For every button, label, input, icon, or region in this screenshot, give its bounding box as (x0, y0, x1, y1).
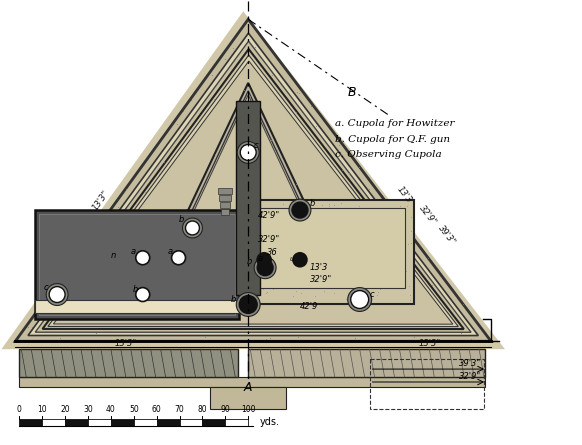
FancyBboxPatch shape (36, 210, 239, 320)
Text: 39'3": 39'3" (437, 223, 457, 247)
Circle shape (254, 257, 276, 279)
Text: 42'9: 42'9 (300, 302, 318, 311)
FancyBboxPatch shape (39, 214, 235, 316)
Circle shape (347, 287, 372, 312)
Text: a: a (131, 247, 136, 256)
FancyBboxPatch shape (221, 202, 230, 208)
FancyBboxPatch shape (179, 419, 203, 426)
Text: c: c (43, 283, 48, 291)
FancyBboxPatch shape (236, 101, 260, 295)
Text: 32'9": 32'9" (417, 203, 438, 227)
Circle shape (292, 202, 308, 218)
FancyBboxPatch shape (19, 419, 42, 426)
Text: 13'3: 13'3 (395, 185, 414, 205)
Text: b. Cupola for Q.F. gun: b. Cupola for Q.F. gun (335, 134, 450, 144)
Text: b: b (133, 284, 138, 294)
Text: 13'3: 13'3 (310, 263, 328, 272)
FancyBboxPatch shape (225, 419, 248, 426)
Polygon shape (54, 61, 453, 324)
Polygon shape (151, 83, 346, 290)
Text: a. Cupola for Howitzer: a. Cupola for Howitzer (335, 119, 455, 128)
Text: 80: 80 (198, 405, 207, 414)
Circle shape (351, 291, 368, 308)
Polygon shape (28, 33, 478, 336)
Polygon shape (42, 49, 464, 329)
Text: B: B (347, 86, 356, 99)
Text: 0: 0 (17, 405, 22, 414)
Polygon shape (161, 95, 336, 283)
FancyBboxPatch shape (42, 419, 65, 426)
FancyBboxPatch shape (19, 377, 485, 387)
Text: 39'3": 39'3" (459, 359, 481, 368)
Text: 13'3": 13'3" (115, 339, 137, 348)
FancyBboxPatch shape (65, 419, 88, 426)
Circle shape (136, 287, 150, 302)
Text: 36: 36 (267, 248, 278, 257)
Text: 50: 50 (129, 405, 139, 414)
Text: 90: 90 (221, 405, 230, 414)
Text: 70: 70 (175, 405, 184, 414)
FancyBboxPatch shape (248, 349, 485, 377)
Text: n: n (111, 251, 116, 260)
FancyBboxPatch shape (210, 387, 286, 409)
Text: a: a (257, 254, 262, 263)
Text: b: b (230, 295, 236, 303)
Text: 30: 30 (83, 405, 93, 414)
FancyBboxPatch shape (246, 208, 406, 287)
FancyBboxPatch shape (19, 349, 238, 377)
Polygon shape (36, 41, 471, 332)
Text: 32'9": 32'9" (459, 372, 481, 381)
Polygon shape (157, 91, 339, 285)
FancyBboxPatch shape (88, 419, 111, 426)
FancyBboxPatch shape (221, 209, 229, 215)
Circle shape (236, 292, 260, 316)
Circle shape (136, 251, 150, 265)
Text: a: a (168, 247, 173, 256)
Text: c: c (370, 290, 374, 299)
Circle shape (46, 283, 68, 305)
Circle shape (257, 260, 273, 275)
Text: b: b (310, 199, 315, 208)
Text: 20: 20 (61, 405, 70, 414)
Text: 32'9": 32'9" (310, 275, 332, 284)
Text: 13'3": 13'3" (91, 188, 111, 212)
FancyBboxPatch shape (203, 419, 225, 426)
Polygon shape (15, 19, 491, 341)
Text: A: A (244, 381, 253, 394)
Text: u: u (290, 256, 294, 262)
Circle shape (239, 295, 257, 313)
Circle shape (186, 221, 200, 235)
Circle shape (257, 253, 271, 267)
Text: 40: 40 (106, 405, 116, 414)
Text: 42'9": 42'9" (258, 210, 281, 219)
FancyBboxPatch shape (134, 419, 157, 426)
Text: yds.: yds. (260, 417, 280, 427)
Text: 60: 60 (152, 405, 162, 414)
Circle shape (172, 251, 186, 265)
Text: c. Observing Cupola: c. Observing Cupola (335, 150, 441, 159)
Circle shape (240, 145, 256, 160)
Polygon shape (48, 55, 459, 327)
Circle shape (183, 218, 203, 238)
Text: 13'3": 13'3" (418, 339, 441, 348)
Text: b: b (246, 257, 251, 266)
Text: 100: 100 (241, 405, 255, 414)
Circle shape (237, 142, 259, 163)
Text: 32'9": 32'9" (258, 235, 281, 244)
Circle shape (293, 253, 307, 267)
Text: c: c (253, 142, 258, 150)
FancyBboxPatch shape (218, 188, 232, 194)
Circle shape (289, 199, 311, 221)
Polygon shape (1, 11, 505, 349)
Circle shape (49, 287, 65, 303)
FancyBboxPatch shape (157, 419, 179, 426)
Text: 10: 10 (37, 405, 47, 414)
FancyBboxPatch shape (240, 200, 414, 304)
FancyBboxPatch shape (219, 195, 231, 201)
FancyBboxPatch shape (111, 419, 134, 426)
FancyBboxPatch shape (36, 299, 239, 313)
Text: b: b (179, 215, 184, 224)
